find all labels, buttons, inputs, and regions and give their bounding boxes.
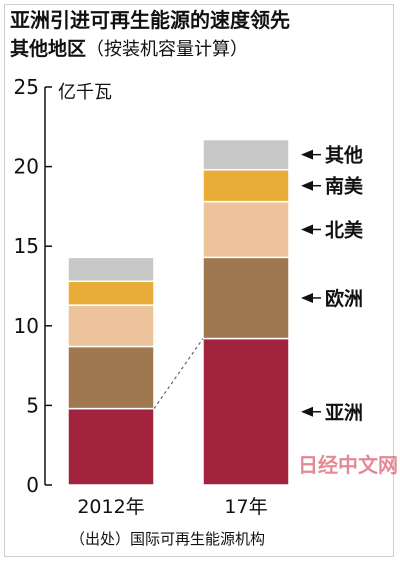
y-tick-label-15: 15 [14,234,39,258]
bar-segment-2012-2 [67,304,155,348]
bar-segment-2017-3 [202,169,290,203]
y-tick-label-5: 5 [26,393,39,417]
bar-segment-2012-3 [67,280,155,306]
source-note: （出处）国际可再生能源机构 [70,530,266,548]
bar-segment-2012-0 [67,407,155,486]
watermark-logo: 日经中文网 [298,453,398,477]
chart-title: 亚洲引进可再生能源的速度领先 [10,8,290,32]
legend-arrow-icon-1 [301,292,313,303]
legend-label-1: 欧洲 [325,287,363,310]
bar-segment-2012-1 [67,345,155,410]
x-category-label-1: 17年 [224,496,267,518]
bar-segment-2017-2 [202,200,290,259]
legend-label-4: 其他 [325,144,363,167]
y-tick-label-0: 0 [26,473,39,497]
subtitle-main: 其他地区 [10,38,87,60]
legend-arrow-icon-2 [301,224,313,235]
legend-arrow-icon-0 [301,406,313,417]
y-tick-label-20: 20 [14,155,39,179]
legend-label-3: 南美 [325,175,364,198]
bar-segment-2017-1 [202,256,290,340]
legend-label-2: 北美 [325,218,364,241]
x-category-label-0: 2012年 [77,496,144,518]
subtitle-note: （按装机容量计算） [86,39,249,60]
bar-segment-2012-4 [67,256,155,282]
legend-label-0: 亚洲 [325,402,363,424]
bar-segment-2017-4 [202,138,290,171]
y-axis-unit-label: 亿千瓦 [58,82,112,103]
legend-arrow-icon-3 [301,180,313,191]
bar-segment-2017-0 [202,337,290,486]
y-tick-label-25: 25 [14,75,39,99]
chart-frame [4,4,394,557]
asia-growth-connector [153,338,204,409]
chart-subtitle: 其他地区（按装机容量计算） [10,36,248,63]
y-tick-label-10: 10 [14,314,39,338]
legend-arrow-icon-4 [301,149,313,160]
